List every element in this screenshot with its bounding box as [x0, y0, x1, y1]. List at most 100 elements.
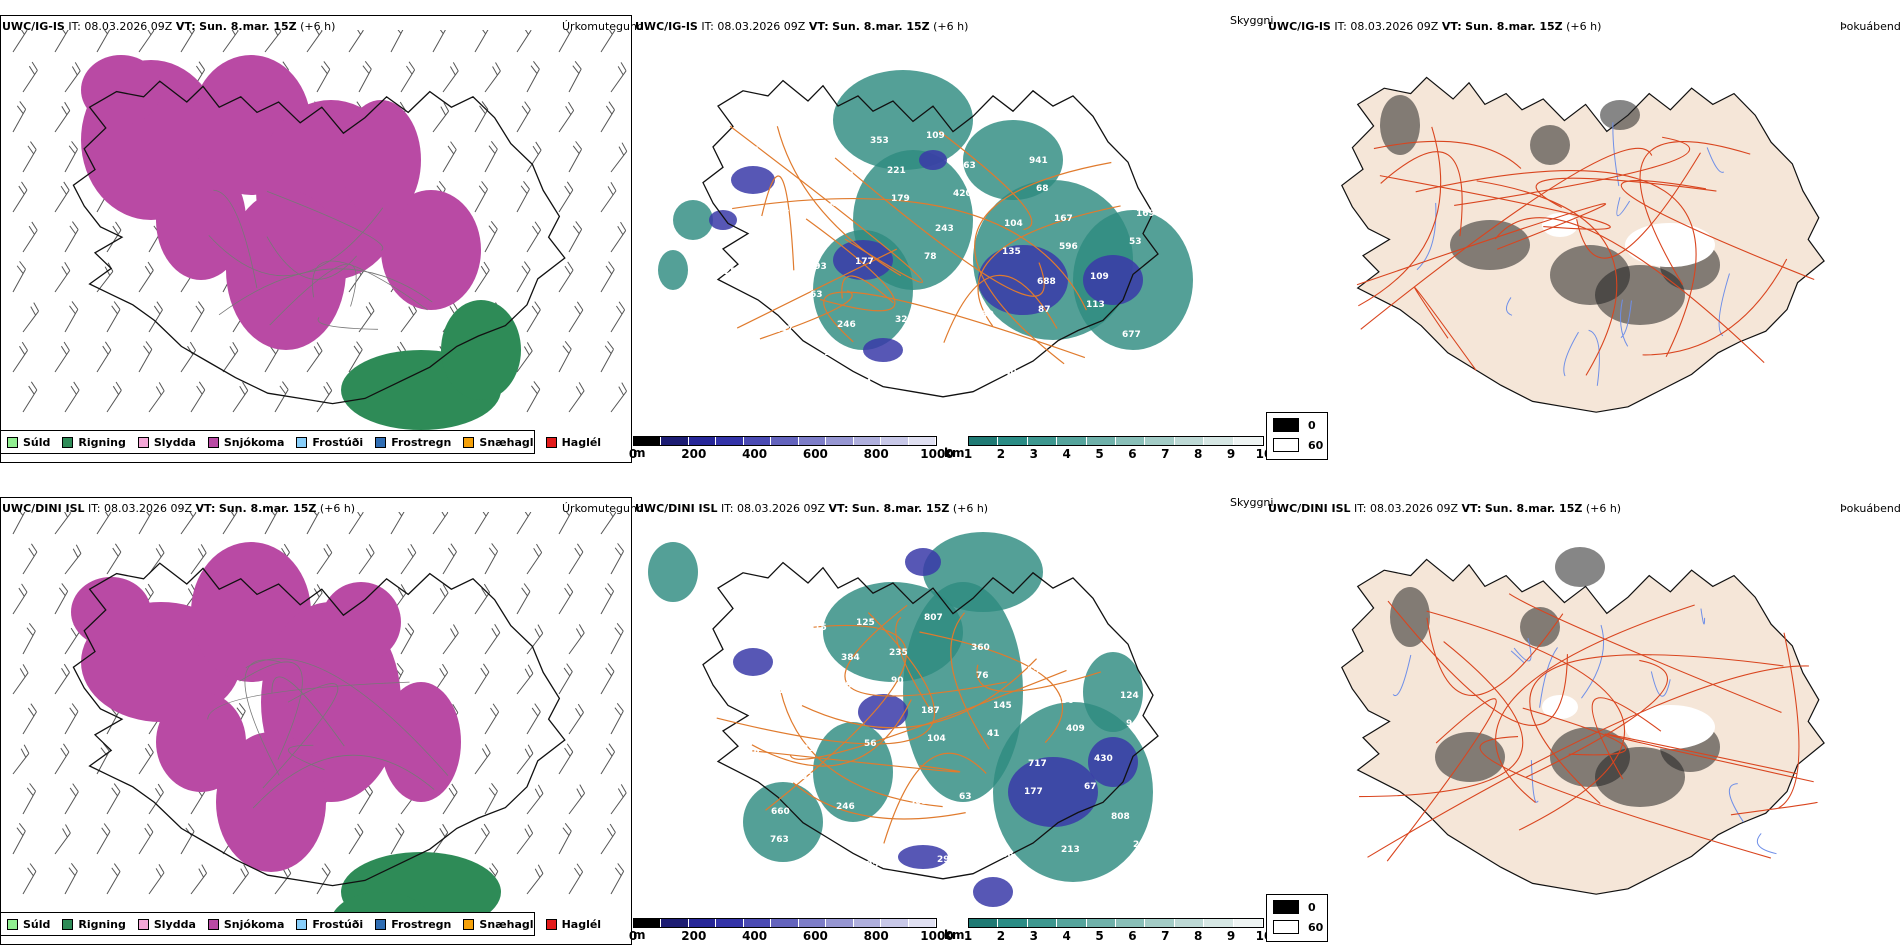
wind-barb [5, 512, 27, 534]
legend-swatch [546, 919, 557, 930]
wind-barb [15, 544, 39, 574]
legend-label: Slydda [154, 918, 196, 931]
legend-item: Snjókoma [208, 918, 285, 931]
wind-barb [142, 382, 167, 412]
ceiling-label: 124 [1120, 691, 1139, 701]
fog-swatch [1273, 418, 1299, 432]
visibility-area [823, 582, 963, 682]
wind-barb [561, 864, 584, 894]
legend-swatch [463, 919, 474, 930]
ceiling-label: 227 [1133, 840, 1152, 850]
wind-barb [435, 142, 458, 172]
wind-barb [300, 342, 325, 372]
wind-barb [519, 704, 542, 734]
ceiling-label: 41 [987, 729, 1000, 739]
wind-barb [5, 101, 27, 132]
wind-barb [310, 382, 334, 412]
ceiling-label: 12 [1088, 633, 1101, 643]
ceiling-area [731, 166, 775, 194]
legend-swatch [546, 437, 557, 448]
wind-barb [426, 512, 450, 534]
wind-barb [551, 823, 573, 854]
ceiling-label: 315 [808, 623, 827, 633]
wind-barb [436, 624, 461, 654]
wind-barb [551, 262, 575, 292]
wind-barb [16, 62, 40, 92]
wind-barb [519, 302, 542, 332]
visibility-tick: 9 [1227, 929, 1235, 943]
fog-swatch [1273, 900, 1299, 914]
ceiling-label: 243 [935, 224, 954, 234]
ceiling-label: 133 [835, 171, 854, 181]
wind-barb [142, 864, 167, 894]
visibility-area [743, 782, 823, 862]
wind-barb [6, 342, 30, 372]
wind-barb [426, 584, 451, 614]
ceiling-area [1008, 757, 1098, 827]
ceiling-label: 53 [801, 772, 814, 782]
ceiling-label: 240 [1055, 363, 1074, 373]
ceiling-label: 63 [959, 792, 972, 802]
ceiling-label: 47 [830, 199, 843, 209]
wind-barb [89, 342, 113, 372]
panel-title: Skyggni [1230, 14, 1273, 27]
wind-barb [15, 863, 38, 894]
snow-area [71, 577, 151, 647]
wind-barb [467, 664, 491, 694]
visibility-tick: 3 [1030, 929, 1038, 943]
legend-item: Rigning [62, 918, 125, 931]
wind-barb [510, 665, 535, 694]
wind-barb [15, 783, 37, 814]
ceiling-label: 118 [801, 865, 820, 875]
wind-barb [47, 744, 71, 774]
ceiling-label: 430 [1094, 754, 1113, 764]
wind-barb [131, 341, 154, 372]
ceiling-label: 187 [921, 706, 940, 716]
visibility-tick: 3 [1030, 447, 1038, 461]
wind-barb [477, 704, 500, 734]
wind-barb [593, 102, 616, 132]
ceiling-label: 125 [856, 618, 875, 628]
wind-barb [604, 222, 628, 252]
wind-barb [478, 624, 502, 654]
wind-barb [510, 745, 535, 774]
ceiling-label: 67 [1084, 782, 1097, 792]
ceiling-label: 818 [777, 204, 796, 214]
river [1757, 833, 1776, 853]
ceiling-label: 158 [741, 749, 760, 759]
wind-barb [562, 785, 587, 814]
wind-barb [58, 545, 84, 574]
ceiling-label: 148 [734, 600, 753, 610]
wind-barb [393, 62, 416, 92]
ceiling-label: 696 [779, 353, 798, 363]
fog-tick: 60 [1308, 921, 1323, 934]
wind-barb [226, 382, 250, 412]
fog-area [1555, 547, 1605, 587]
legend-item: Súld [7, 436, 50, 449]
ceiling-area [905, 548, 941, 576]
visibility-unit: km [944, 928, 964, 942]
legend-item: Frostregn [375, 436, 451, 449]
legend-item: Snjókoma [208, 436, 285, 449]
wind-barb [47, 30, 70, 52]
ceiling-label: 258 [995, 850, 1014, 860]
wind-barb [57, 222, 80, 252]
visibility-tick: 4 [1062, 929, 1070, 943]
ceiling-label: 169 [1136, 209, 1155, 219]
fog-panel [1290, 507, 1870, 927]
wind-barb [593, 583, 615, 614]
wind-barb [57, 382, 81, 412]
legend-item: Snæhagl [463, 918, 533, 931]
ceiling-label: 246 [836, 802, 855, 812]
ceiling-label: 53 [1129, 237, 1142, 247]
ceiling-unit: m [633, 928, 646, 942]
wind-barb [594, 824, 618, 854]
wind-barb [383, 512, 406, 534]
wind-barb [435, 544, 458, 574]
wind-barb [509, 512, 533, 534]
legend-swatch [296, 437, 307, 448]
wind-barb [300, 30, 325, 52]
snow-area [341, 100, 421, 220]
